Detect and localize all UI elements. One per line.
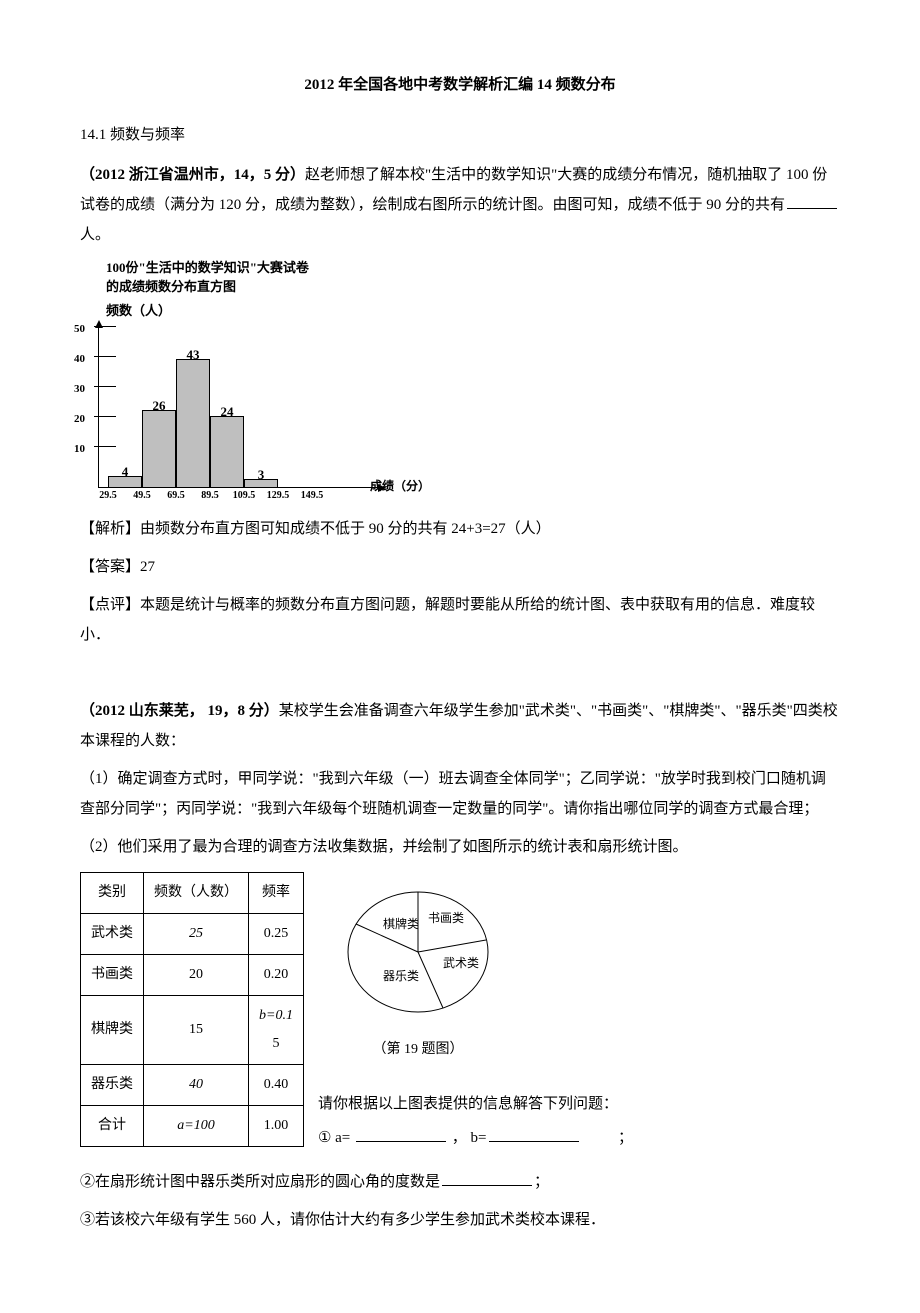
doc-title: 2012 年全国各地中考数学解析汇编 14 频数分布: [80, 70, 840, 100]
x-tick-label: 149.5: [301, 486, 324, 506]
cell-rate: 0.40: [249, 1064, 304, 1105]
cell-rate: 1.00: [249, 1105, 304, 1146]
daan-text: 27: [140, 559, 155, 575]
q2-sub-lead: 请你根据以上图表提供的信息解答下列问题：: [318, 1089, 840, 1119]
q2-sub1-a: ① a=: [318, 1130, 354, 1146]
q2-sub1-b: ， b=: [452, 1130, 487, 1146]
dianping-line: 【点评】本题是统计与概率的频数分布直方图问题，解题时要能从所给的统计图、表中获取…: [80, 590, 840, 650]
daan-line: 【答案】27: [80, 552, 840, 582]
pie-svg: 棋牌类 书画类 武术类 器乐类: [328, 872, 508, 1032]
pie-label-qipai: 棋牌类: [383, 917, 419, 931]
dianping-label: 【点评】: [80, 597, 140, 613]
y-tick-label: 50: [74, 318, 85, 340]
chart-y-title: 频数（人）: [106, 298, 840, 324]
bar-value: 24: [211, 399, 243, 425]
cell-category: 合计: [81, 1105, 144, 1146]
q2-part2: （2）他们采用了最为合理的调查方法收集数据，并绘制了如图所示的统计表和扇形统计图…: [80, 832, 840, 862]
bar-value: 26: [143, 393, 175, 419]
table-and-pie-row: 类别 频数（人数） 频率 武术类250.25书画类200.20棋牌类15b=0.…: [80, 872, 840, 1157]
table-row: 器乐类400.40: [81, 1064, 304, 1105]
blank-b: [489, 1126, 579, 1142]
histogram-bar: 26: [142, 410, 176, 488]
y-tick: 50: [94, 326, 116, 327]
cell-category: 棋牌类: [81, 995, 144, 1064]
pie-caption: （第 19 题图）: [328, 1036, 508, 1064]
bar-value: 4: [109, 459, 141, 485]
cell-category: 器乐类: [81, 1064, 144, 1105]
q2-sub1-c: ；: [618, 1130, 633, 1146]
x-tick-label: 129.5: [267, 486, 290, 506]
q2-sub2-b: ；: [534, 1174, 549, 1190]
x-tick-label: 109.5: [233, 486, 256, 506]
q1-text-2: 人。: [80, 227, 110, 243]
q1-blank: [787, 193, 837, 209]
jiexi-label: 【解析】: [80, 521, 140, 537]
q2-part1: （1）确定调查方式时，甲同学说："我到六年级（一）班去调查全体同学"；乙同学说：…: [80, 764, 840, 824]
cell-rate: 0.25: [249, 913, 304, 954]
table-row: 武术类250.25: [81, 913, 304, 954]
q2-paragraph: （2012 山东莱芜， 19，8 分）某校学生会准备调查六年级学生参加"武术类"…: [80, 696, 840, 756]
cell-freq: 20: [144, 954, 249, 995]
th-freq: 频数（人数）: [144, 872, 249, 913]
x-tick-label: 89.5: [201, 486, 219, 506]
q2-sub2: ②在扇形统计图中器乐类所对应扇形的圆心角的度数是 ；: [80, 1167, 840, 1197]
x-tick-label: 49.5: [133, 486, 151, 506]
blank-angle: [442, 1170, 532, 1186]
cell-freq: 25: [144, 913, 249, 954]
q2-source: （2012 山东莱芜， 19，8 分）: [80, 703, 279, 719]
cell-freq: 40: [144, 1064, 249, 1105]
pie-label-wushu: 武术类: [443, 956, 479, 970]
bar-value: 43: [177, 342, 209, 368]
pie-chart: 棋牌类 书画类 武术类 器乐类 （第 19 题图）: [328, 872, 840, 1064]
cell-rate: 0.20: [249, 954, 304, 995]
daan-label: 【答案】: [80, 559, 140, 575]
cell-freq: 15: [144, 995, 249, 1064]
dianping-text: 本题是统计与概率的频数分布直方图问题，解题时要能从所给的统计图、表中获取有用的信…: [80, 597, 815, 643]
table-row: 合计a=1001.00: [81, 1105, 304, 1146]
histogram-bar: 24: [210, 416, 244, 488]
q2-sub2-a: ②在扇形统计图中器乐类所对应扇形的圆心角的度数是: [80, 1174, 440, 1190]
histogram-chart: 100份"生活中的数学知识"大赛试卷 的成绩频数分布直方图 频数（人） 1020…: [80, 260, 840, 506]
chart-x-title: 成绩（分）: [370, 474, 430, 498]
x-tick-label: 69.5: [167, 486, 185, 506]
pie-column: 棋牌类 书画类 武术类 器乐类 （第 19 题图） 请你根据以上图表提供的信息解…: [318, 872, 840, 1157]
cell-rate: b=0.15: [249, 995, 304, 1064]
th-category: 类别: [81, 872, 144, 913]
q1-source: （2012 浙江省温州市，14，5 分）: [80, 167, 305, 183]
frequency-table: 类别 频数（人数） 频率 武术类250.25书画类200.20棋牌类15b=0.…: [80, 872, 304, 1147]
cell-category: 书画类: [81, 954, 144, 995]
bar-value: 3: [245, 462, 277, 488]
y-tick-label: 10: [74, 438, 85, 460]
x-tick-label: 29.5: [99, 486, 117, 506]
jiexi-text: 由频数分布直方图可知成绩不低于 90 分的共有 24+3=27（人）: [140, 521, 551, 537]
y-tick-label: 40: [74, 348, 85, 370]
th-rate: 频率: [249, 872, 304, 913]
cell-freq: a=100: [144, 1105, 249, 1146]
jiexi-line: 【解析】由频数分布直方图可知成绩不低于 90 分的共有 24+3=27（人）: [80, 514, 840, 544]
histogram-bar: 43: [176, 359, 210, 488]
q2-sub3: ③若该校六年级有学生 560 人，请你估计大约有多少学生参加武术类校本课程．: [80, 1205, 840, 1235]
pie-label-qiyue: 器乐类: [383, 969, 419, 983]
table-row: 书画类200.20: [81, 954, 304, 995]
cell-category: 武术类: [81, 913, 144, 954]
section-1-head: 14.1 频数与频率: [80, 120, 840, 150]
table-row: 棋牌类15b=0.15: [81, 995, 304, 1064]
chart-title-line2: 的成绩频数分布直方图: [106, 279, 840, 296]
pie-label-shuhua: 书画类: [428, 911, 464, 925]
q1-paragraph: （2012 浙江省温州市，14，5 分）赵老师想了解本校"生活中的数学知识"大赛…: [80, 160, 840, 250]
y-tick-label: 30: [74, 378, 85, 400]
blank-a: [356, 1126, 446, 1142]
chart-title-line1: 100份"生活中的数学知识"大赛试卷: [106, 260, 840, 277]
y-tick-label: 20: [74, 408, 85, 430]
bars-area: 42643243: [98, 338, 348, 488]
q2-sub1: ① a= ， b= ；: [318, 1123, 840, 1153]
